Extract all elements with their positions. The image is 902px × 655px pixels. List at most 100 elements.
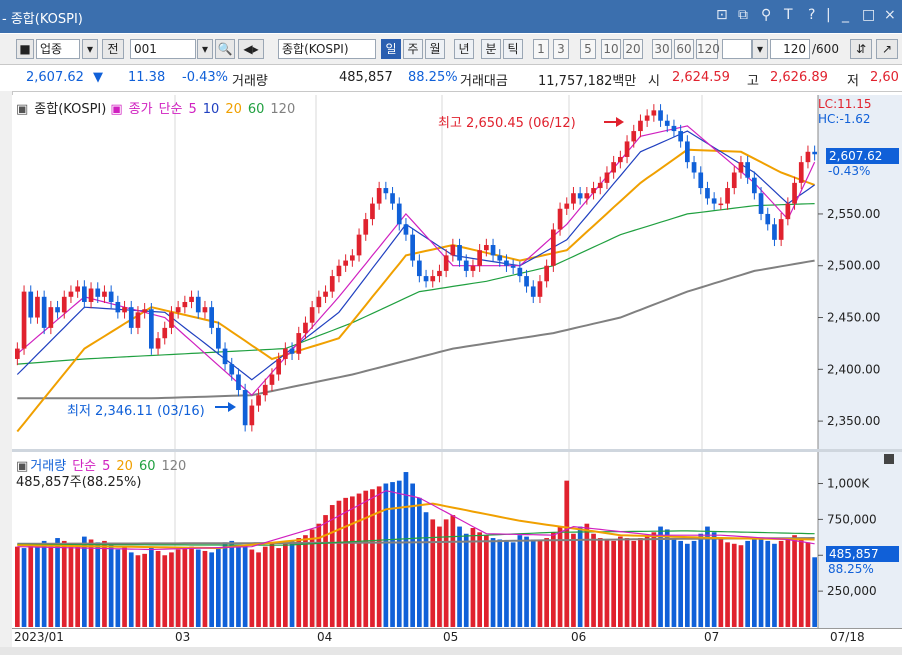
candle-body xyxy=(470,265,476,271)
indicator-icon[interactable]: ⇵ xyxy=(850,39,872,59)
maximize-icon[interactable]: □ xyxy=(862,7,876,23)
candle-body xyxy=(798,162,804,183)
speaker-icon[interactable]: ◀▸ xyxy=(238,39,264,59)
candle-body xyxy=(564,203,570,209)
count-dropdown-icon[interactable]: ▾ xyxy=(752,39,768,59)
volume-bar xyxy=(283,542,288,627)
candle-body xyxy=(792,182,797,204)
candle-body xyxy=(705,188,710,199)
title-bar: - 종합(KOSPI) ⊡ ⧉ ⚲ T ? | _ □ × xyxy=(0,0,902,33)
period-tab-minute[interactable]: 분 xyxy=(481,39,501,59)
code-input[interactable]: 001 xyxy=(130,39,196,59)
jeon-button[interactable]: 전 xyxy=(102,39,124,59)
minute-option-10[interactable]: 10 xyxy=(601,39,621,59)
volume-bar xyxy=(611,540,616,627)
price-legend-ma10: 10 xyxy=(202,102,220,117)
market-select[interactable]: 업종 xyxy=(36,39,80,59)
close-icon[interactable]: × xyxy=(884,7,896,23)
horizontal-scrollbar[interactable] xyxy=(0,647,902,655)
volume-bar xyxy=(517,535,523,627)
minute-option-5[interactable]: 5 xyxy=(580,39,596,59)
candle-body xyxy=(15,348,20,359)
period-tab-week[interactable]: 주 xyxy=(403,39,423,59)
price-legend-ma-type: 단순 xyxy=(158,102,183,117)
minute-option-120[interactable]: 120 xyxy=(696,39,720,59)
font-icon[interactable]: T xyxy=(784,7,793,23)
chart-svg[interactable]: 2,350.00 2,400.00 2,450.00 2,500.00 2,550.00… xyxy=(12,95,902,628)
x-label: 06 xyxy=(571,630,587,644)
volume-bar xyxy=(115,549,121,627)
candle-body xyxy=(370,203,375,220)
volume-ma120-line xyxy=(17,537,815,545)
candle-body xyxy=(95,288,101,297)
candle-body xyxy=(82,286,87,302)
volume-bar xyxy=(329,505,335,627)
volume-legend: ▣ 거래량 단순 5 20 60 120 xyxy=(16,455,192,474)
minimize-icon[interactable]: _ xyxy=(842,7,849,23)
volume-bar xyxy=(685,543,690,627)
candle-body xyxy=(108,291,114,302)
high-annotation: 최고 2,650.45 (06/12) xyxy=(438,116,576,131)
minute-option-20[interactable]: 20 xyxy=(623,39,643,59)
code-dropdown-icon[interactable]: ▾ xyxy=(197,39,213,59)
volume-bar xyxy=(443,519,449,627)
volume-bar xyxy=(242,545,248,627)
price-ma20-line xyxy=(16,148,815,433)
current-price-tag: 2,607.62 xyxy=(826,148,899,164)
y-axis-background xyxy=(818,95,902,628)
volume-bar xyxy=(55,538,60,627)
candle-body xyxy=(209,307,214,328)
layout-icon[interactable]: ⊡ xyxy=(716,7,728,23)
price-tick-label: 2,450.00 xyxy=(827,311,880,325)
volume-bar xyxy=(497,539,503,627)
pane-menu-icon[interactable] xyxy=(884,454,894,464)
restore-window-icon[interactable]: ⧉ xyxy=(738,7,748,23)
current-price: 2,607.62 xyxy=(26,70,84,85)
volume-bar xyxy=(758,538,764,627)
minute-option-3[interactable]: 3 xyxy=(553,39,569,59)
volume-bar xyxy=(537,540,543,627)
market-dropdown-icon[interactable]: ▾ xyxy=(82,39,98,59)
price-tick-label: 2,550.00 xyxy=(827,207,880,221)
period-tab-year[interactable]: 년 xyxy=(454,39,474,59)
volume-bar xyxy=(691,540,697,627)
pane-divider[interactable] xyxy=(12,449,902,452)
candle-body xyxy=(162,327,168,339)
period-tab-month[interactable]: 월 xyxy=(425,39,445,59)
period-tab-tick[interactable]: 틱 xyxy=(503,39,523,59)
amount-label: 거래대금 xyxy=(460,74,508,89)
volume-bar xyxy=(470,528,476,627)
candle-body xyxy=(21,291,27,349)
volume-ma20-line xyxy=(17,502,815,550)
volume-bar xyxy=(323,515,328,627)
candle-body xyxy=(135,312,141,328)
minute-option-30[interactable]: 30 xyxy=(652,39,672,59)
price-tick-label: 2,400.00 xyxy=(827,362,880,376)
candle-body xyxy=(189,296,194,302)
candle-body xyxy=(149,309,154,349)
candle-body xyxy=(450,245,456,256)
draw-tool-icon[interactable]: ↗ xyxy=(876,39,898,59)
volume-bar xyxy=(155,550,161,627)
bar-count-input[interactable]: 120 xyxy=(770,39,810,59)
candle-body xyxy=(75,286,80,292)
candle-body xyxy=(604,172,610,183)
chart-area[interactable]: 2,350.00 2,400.00 2,450.00 2,500.00 2,550.00… xyxy=(12,95,902,628)
spin-field[interactable] xyxy=(722,39,752,59)
minute-option-1[interactable]: 1 xyxy=(533,39,549,59)
panel-toggle-icon[interactable]: ■ xyxy=(16,39,34,59)
minute-option-60[interactable]: 60 xyxy=(674,39,694,59)
vol-legend-name: 거래량 xyxy=(30,459,67,474)
volume-bar xyxy=(15,546,20,627)
period-tab-day[interactable]: 일 xyxy=(381,39,401,59)
candle-body xyxy=(115,301,121,313)
help-icon[interactable]: ? xyxy=(808,7,816,23)
divider: | xyxy=(826,7,831,23)
pin-icon[interactable]: ⚲ xyxy=(761,7,772,23)
candle-body xyxy=(222,348,228,365)
price-change: 11.38 xyxy=(128,70,166,85)
low-value: 2,60 xyxy=(870,70,899,85)
search-icon[interactable]: 🔍 xyxy=(215,39,235,59)
volume-bar xyxy=(269,543,275,627)
candle-body xyxy=(738,162,744,173)
